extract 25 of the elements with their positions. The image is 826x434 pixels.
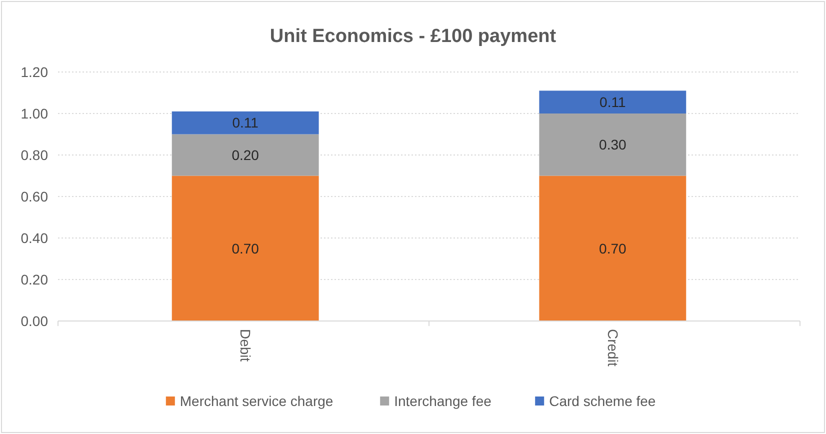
x-tick-label: Credit (604, 329, 621, 366)
bar (539, 90, 686, 114)
data-label: 0.11 (600, 94, 626, 110)
y-tick-label: 0.20 (20, 271, 48, 288)
bar (539, 176, 686, 321)
chart-title: Unit Economics - £100 payment (270, 26, 557, 47)
y-tick-label: 0.60 (20, 188, 48, 204)
data-label: 0.70 (232, 240, 260, 256)
bar (172, 111, 319, 134)
data-label: 0.70 (599, 240, 626, 256)
data-label: 0.30 (599, 136, 626, 153)
y-tick-label: 0.80 (20, 146, 48, 163)
bar (539, 114, 686, 176)
legend-label: Merchant service charge (180, 392, 334, 409)
x-tick-label: Debit (237, 329, 254, 362)
bar (172, 176, 319, 321)
bar (172, 134, 319, 176)
y-tick-label: 1.20 (20, 64, 48, 80)
y-tick-label: 0.00 (20, 312, 48, 329)
legend-label: Card scheme fee (549, 392, 656, 409)
data-label: 0.20 (232, 146, 260, 163)
y-tick-label: 0.40 (20, 230, 48, 246)
data-label: 0.11 (232, 114, 259, 131)
y-tick-label: 1.00 (20, 105, 48, 122)
legend-label: Interchange fee (394, 392, 492, 409)
